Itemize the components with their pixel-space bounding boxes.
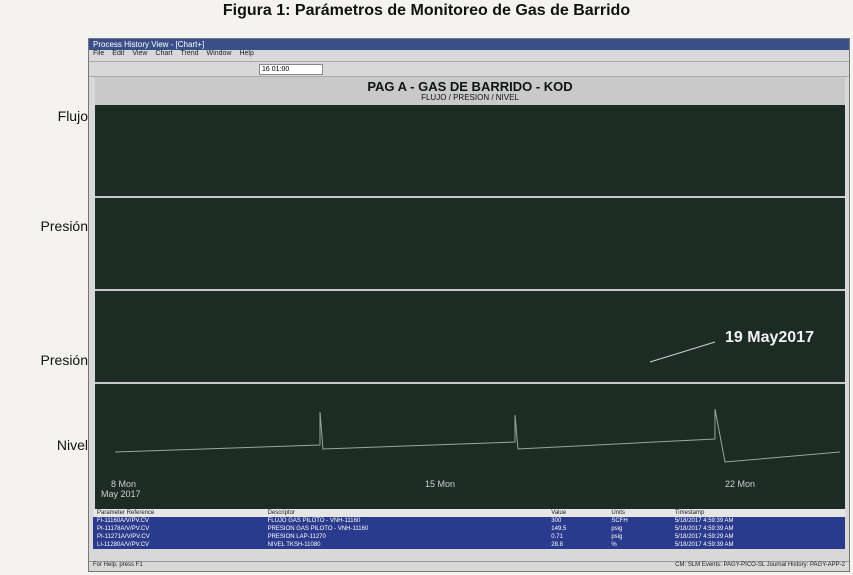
x-sublabel: May 2017 xyxy=(101,489,141,499)
annotation-arrow xyxy=(650,342,715,362)
trend-area: PAG A - GAS DE BARRIDO - KOD FLUJO / PRE… xyxy=(95,77,845,529)
header-cell: Units xyxy=(607,509,671,517)
side-label: Nivel xyxy=(24,437,88,453)
page: Figura 1: Parámetros de Monitoreo de Gas… xyxy=(0,0,853,575)
table-cell: PRESION GAS PILOTO - VNH-11160 xyxy=(264,525,548,533)
table-cell: SCFH xyxy=(607,517,671,525)
table-cell: PRESION LAP-11270 xyxy=(264,533,548,541)
header-cell: Descriptor xyxy=(264,509,548,517)
side-label: Flujo xyxy=(24,108,88,124)
annotation: 19 May2017 xyxy=(725,329,814,347)
header-cell: Value xyxy=(547,509,607,517)
side-label: Presión xyxy=(24,352,88,368)
x-label: 22 Mon xyxy=(725,479,755,489)
menu-item[interactable]: Window xyxy=(207,50,232,60)
menu-item[interactable]: Edit xyxy=(112,50,124,60)
x-label: 8 Mon xyxy=(111,479,136,489)
status-bar: For Help, press F1 CM: SLM Events: PAGY-… xyxy=(89,561,849,572)
trend-lines xyxy=(95,77,845,529)
table-cell: NIVEL TKSH-11080 xyxy=(264,541,548,549)
table-cell: LI-11280A/V/PV.CV xyxy=(93,541,264,549)
table-cell: 149.5 xyxy=(547,525,607,533)
table-cell: 28.8 xyxy=(547,541,607,549)
x-label: 15 Mon xyxy=(425,479,455,489)
table-cell: % xyxy=(607,541,671,549)
menu-item[interactable]: Trend xyxy=(181,50,199,60)
table-cell: psig xyxy=(607,525,671,533)
time-field[interactable]: 16 01:00 xyxy=(259,64,323,75)
toolbar: 16 01:00 xyxy=(89,61,849,77)
table-cell: 300 xyxy=(547,517,607,525)
title-bar: Process History View - [Chart+] xyxy=(89,39,849,50)
table-cell: FLUJO GAS PILOTO - VNH-11160 xyxy=(264,517,548,525)
menu-item[interactable]: Help xyxy=(239,50,253,60)
menu-bar: File Edit View Chart Trend Window Help xyxy=(93,50,254,60)
table-cell: 5/18/2017 4:59:39 AM xyxy=(671,541,845,549)
app-window: Process History View - [Chart+] File Edit… xyxy=(88,38,850,572)
status-right: CM: SLM Events: PAGY-PICO-SL Journal His… xyxy=(675,562,845,568)
header-cell: Timestamp xyxy=(671,509,845,517)
table-cell: 5/18/2017 4:59:29 AM xyxy=(671,533,845,541)
header-cell: Parameter Reference xyxy=(93,509,264,517)
menu-item[interactable]: View xyxy=(132,50,147,60)
menu-item[interactable]: Chart xyxy=(155,50,172,60)
table-cell: PI-11271A/V/PV.CV xyxy=(93,533,264,541)
trend-line xyxy=(115,409,840,462)
status-left: For Help, press F1 xyxy=(93,562,143,568)
table-cell: 0.71 xyxy=(547,533,607,541)
menu-item[interactable]: File xyxy=(93,50,104,60)
table-cell: PI-11178A/V/PV.CV xyxy=(93,525,264,533)
table-cell: FI-11160A/V/PV.CV xyxy=(93,517,264,525)
table-cell: 5/18/2017 4:59:39 AM xyxy=(671,517,845,525)
table-cell: psig xyxy=(607,533,671,541)
side-label: Presión xyxy=(24,218,88,234)
table-cell: 5/18/2017 4:59:39 AM xyxy=(671,525,845,533)
figure-title: Figura 1: Parámetros de Monitoreo de Gas… xyxy=(0,2,853,20)
